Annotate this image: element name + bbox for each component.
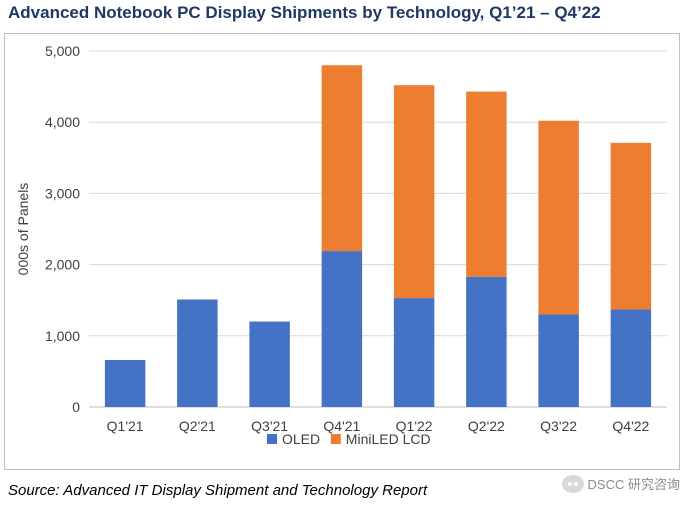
y-tick-label: 0 bbox=[72, 399, 80, 415]
x-tick-label: Q4'21 bbox=[323, 418, 360, 434]
y-axis-label: 000s of Panels bbox=[15, 183, 31, 276]
bar-oled bbox=[466, 276, 507, 407]
y-tick-label: 3,000 bbox=[45, 185, 80, 201]
y-tick-label: 5,000 bbox=[45, 43, 80, 59]
x-tick-label: Q4'22 bbox=[612, 418, 649, 434]
y-tick-label: 4,000 bbox=[45, 114, 80, 130]
y-tick-label: 1,000 bbox=[45, 328, 80, 344]
wechat-icon bbox=[561, 474, 584, 493]
bar-oled bbox=[249, 321, 290, 407]
chart-title: Advanced Notebook PC Display Shipments b… bbox=[8, 3, 601, 22]
chart-frame: 0 1,000 2,000 3,000 4,000 5,000 000s of Panels… bbox=[4, 33, 680, 470]
bar-miniled-lcd bbox=[610, 142, 652, 310]
x-tick-label: Q1'21 bbox=[107, 418, 144, 434]
watermark-label: DSCC 研究咨询 bbox=[587, 477, 680, 492]
x-tick-label: Q1'22 bbox=[396, 418, 433, 434]
stacked-bar-chart: 0 1,000 2,000 3,000 4,000 5,000 000s of Panels… bbox=[15, 43, 667, 447]
x-tick-label: Q3'22 bbox=[540, 418, 577, 434]
bar-oled bbox=[538, 314, 579, 407]
bar-oled bbox=[610, 309, 652, 407]
bar-miniled-lcd bbox=[538, 120, 579, 315]
source-note: Source: Advanced IT Display Shipment and… bbox=[8, 482, 428, 499]
bar-oled bbox=[177, 299, 218, 407]
legend-label: OLED bbox=[282, 431, 320, 447]
bar-miniled-lcd bbox=[466, 91, 507, 277]
watermark: DSCC 研究咨询 bbox=[561, 474, 680, 493]
bar-oled bbox=[393, 298, 435, 407]
bar-miniled-lcd bbox=[393, 85, 435, 299]
legend-label: MiniLED LCD bbox=[346, 431, 431, 447]
y-tick-label: 2,000 bbox=[45, 257, 80, 273]
x-tick-label: Q2'22 bbox=[468, 418, 505, 434]
bar-oled bbox=[321, 251, 363, 407]
legend-swatch bbox=[267, 434, 277, 444]
legend-swatch bbox=[330, 434, 341, 444]
bar-miniled-lcd bbox=[321, 65, 363, 252]
bar-oled bbox=[104, 360, 146, 407]
x-tick-label: Q2'21 bbox=[179, 418, 216, 434]
x-tick-label: Q3'21 bbox=[251, 418, 288, 434]
